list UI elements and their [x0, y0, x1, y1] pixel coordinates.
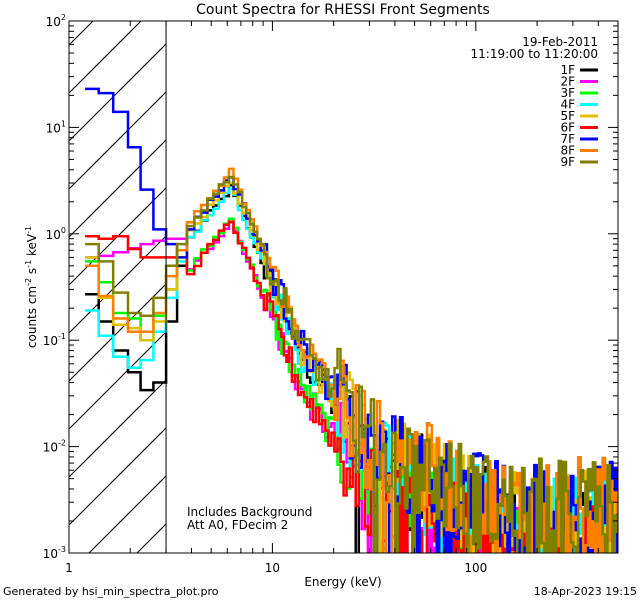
footer-generated-by: Generated by hsi_min_spectra_plot.pro — [3, 585, 219, 598]
series-line-9F — [85, 175, 618, 553]
info-time-range: 11:19:00 to 11:20:00 — [471, 47, 598, 61]
legend-label: 9F — [560, 155, 575, 169]
legend-label: 3F — [560, 86, 575, 100]
y-tick-label: 100 — [46, 226, 66, 242]
series-line-6F — [85, 220, 618, 553]
legend-label: 6F — [560, 121, 575, 135]
axis-ticks — [68, 20, 619, 554]
plot-frame — [68, 20, 619, 554]
note-attenuator: Att A0, FDecim 2 — [187, 518, 288, 532]
x-tick-label: 100 — [464, 561, 487, 575]
y-tick-label: 10-3 — [43, 545, 66, 561]
legend-label: 2F — [560, 75, 575, 89]
series-layer — [85, 87, 618, 553]
legend-label: 8F — [560, 144, 575, 158]
x-tick-label: 10 — [265, 561, 280, 575]
y-tick-labels: 10-3 10-2 10-1 100 101 102 — [43, 13, 66, 561]
legend-label: 4F — [560, 98, 575, 112]
legend-label: 5F — [560, 109, 575, 123]
y-tick-label: 101 — [46, 119, 66, 135]
info-date: 19-Feb-2011 — [522, 35, 598, 49]
chart-title: Count Spectra for RHESSI Front Segments — [196, 2, 490, 18]
legend-label: 7F — [560, 132, 575, 146]
note-background: Includes Background — [187, 505, 312, 519]
x-tick-labels: 1 10 100 — [65, 561, 487, 575]
y-axis-label: counts cm-2 s-1 keV-1 — [24, 226, 39, 348]
x-axis-label: Energy (keV) — [304, 575, 381, 589]
footer-timestamp: 18-Apr-2023 19:15 — [534, 585, 637, 598]
x-tick-label: 1 — [65, 561, 73, 575]
y-tick-label: 102 — [46, 13, 66, 29]
legend-label: 1F — [560, 63, 575, 77]
y-tick-label: 10-1 — [43, 332, 66, 348]
hatch-line — [69, 91, 167, 190]
y-tick-label: 10-2 — [43, 439, 66, 455]
